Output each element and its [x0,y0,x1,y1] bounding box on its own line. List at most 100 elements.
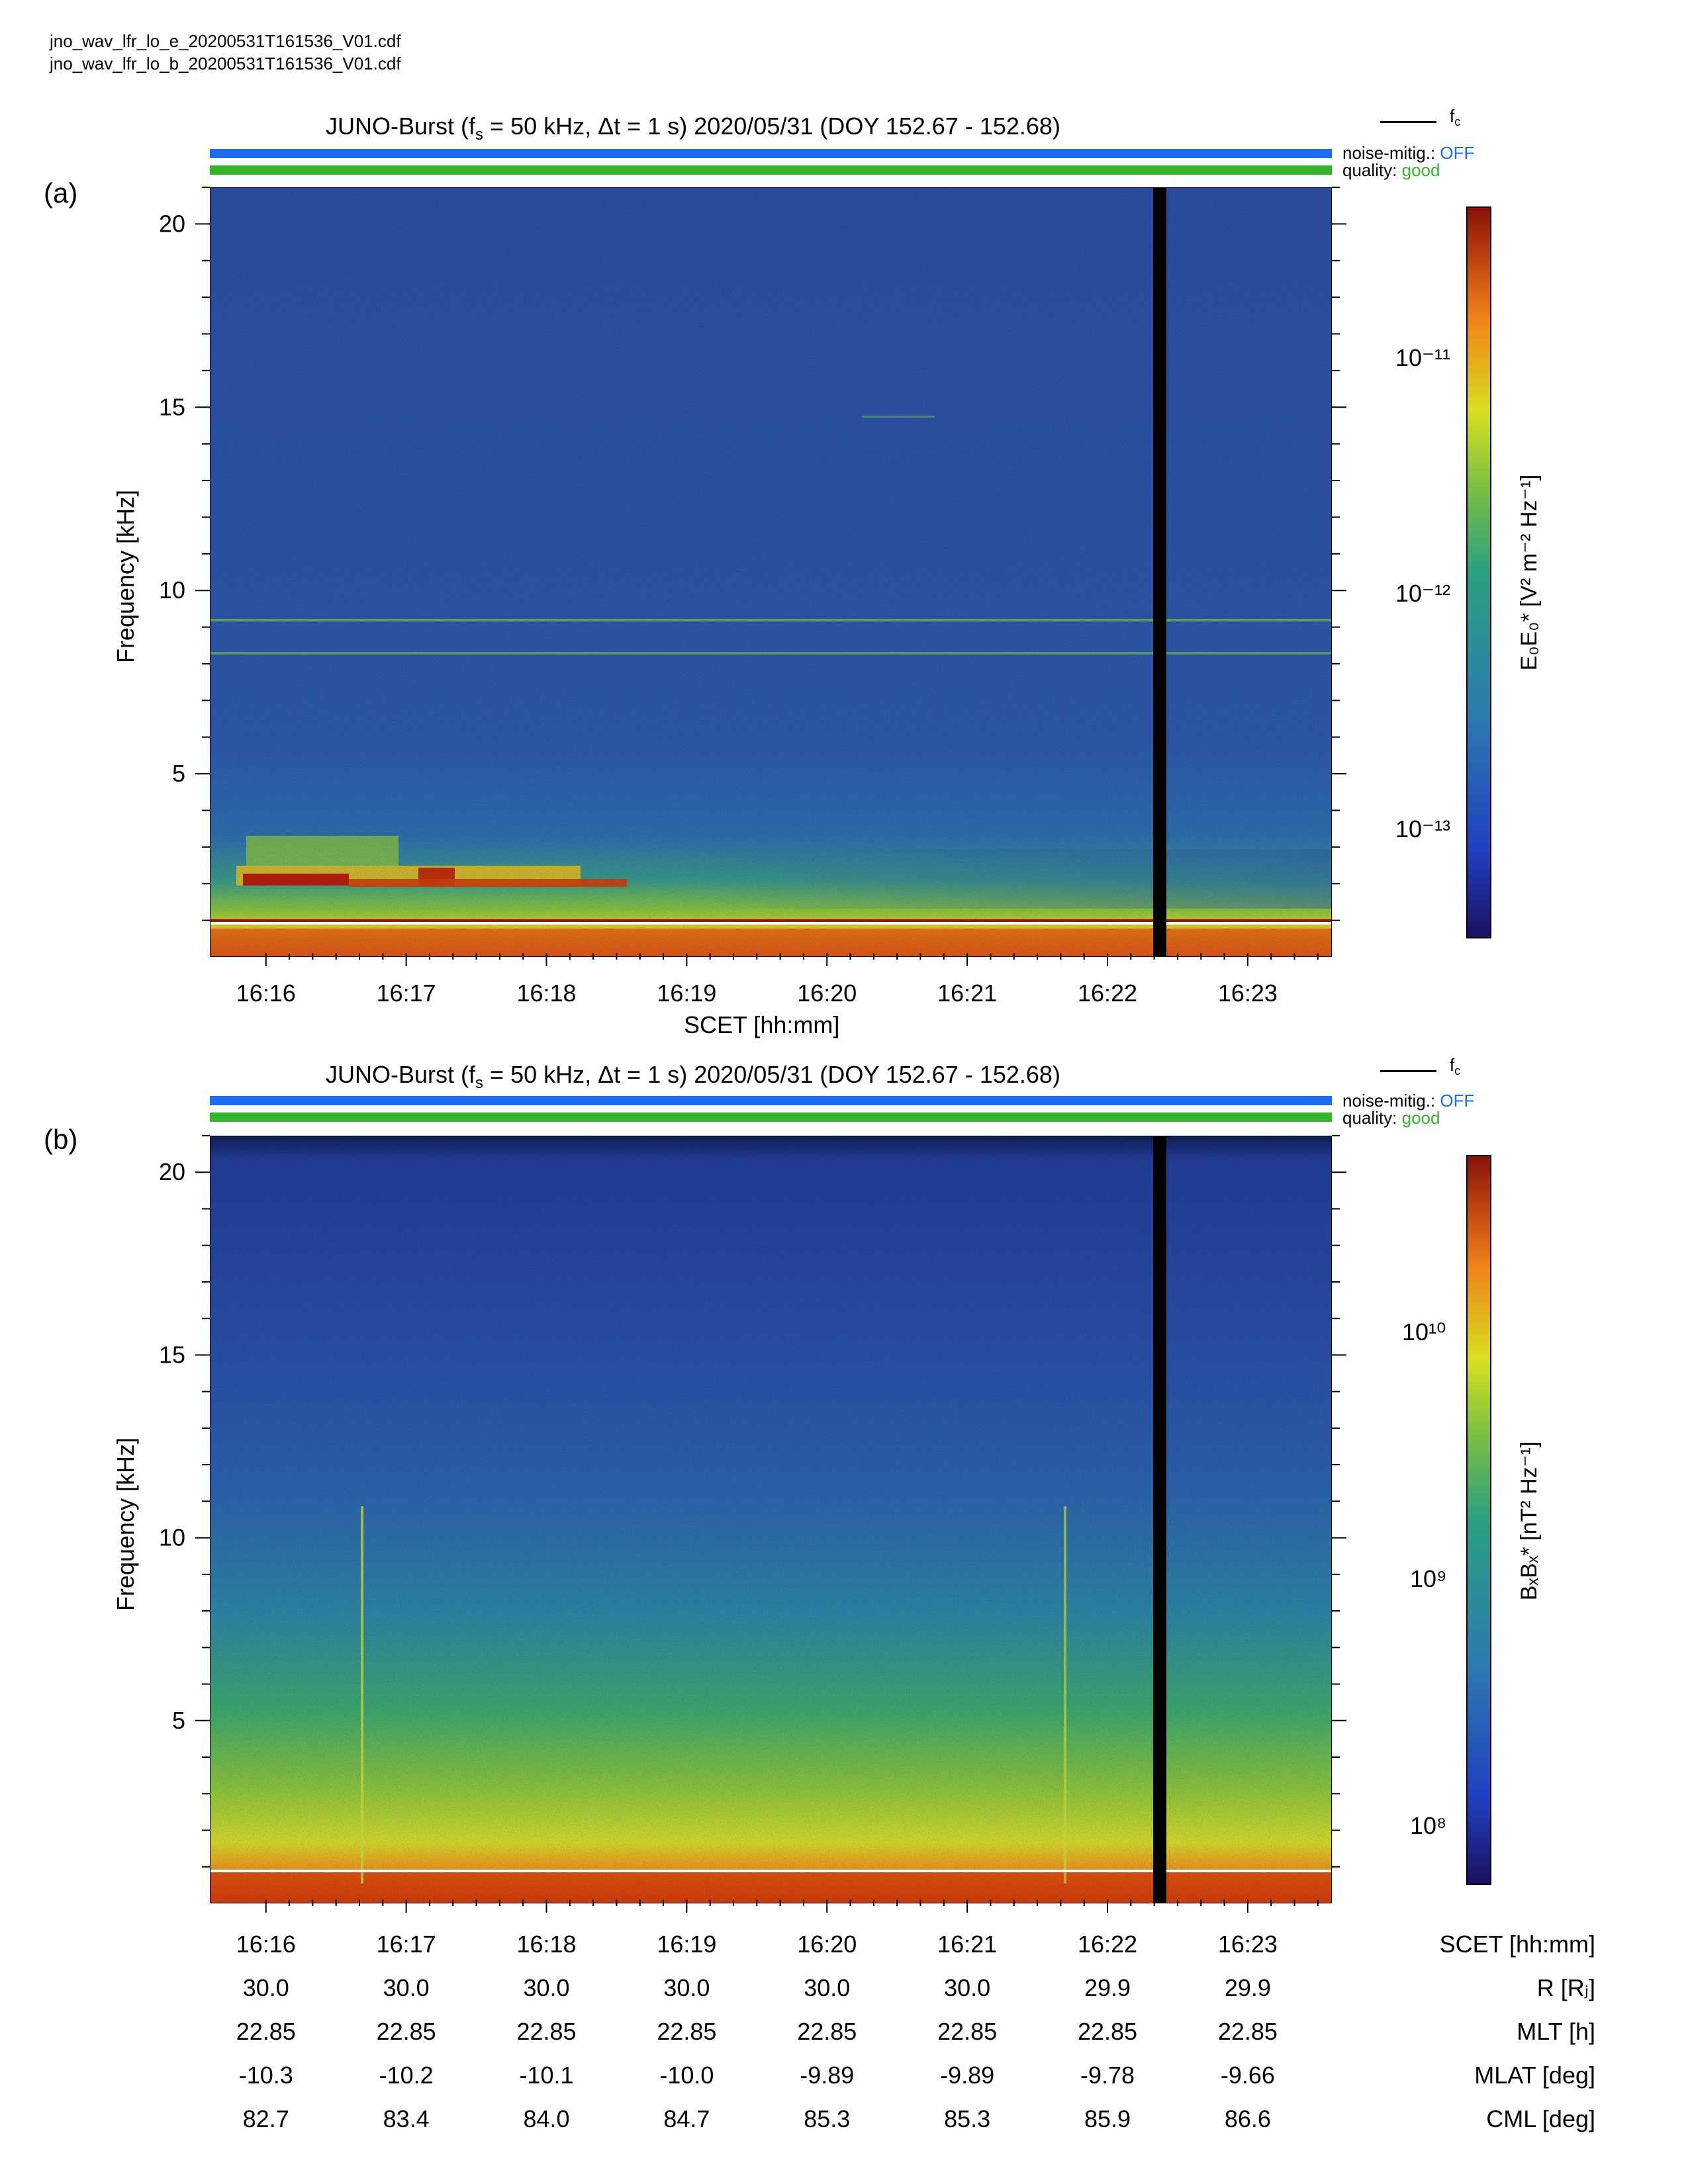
colorbar-b-tick-3: 10⁸ [1410,1812,1447,1839]
spectrogram-a [210,187,1332,957]
file-name-b: jno_wav_lfr_lo_b_20200531T161536_V01.cdf [50,54,401,73]
quality-bar-a [210,165,1332,175]
ephemeris-row-mlat: -10.3 -10.2 -10.1 -10.0 -9.89 -9.89 -9.78 -9.66 [210,2062,1332,2091]
ephemeris-label-cml: CML [deg] [1486,2105,1595,2132]
scet-cell: 16:20 [797,1931,857,1958]
y-tick-label: 15 [159,1341,185,1368]
panel-letter-b: (b) [44,1124,78,1155]
scet-cell: 16:23 [1217,1931,1278,1958]
r-cell: 30.0 [523,1974,570,2001]
cml-cell: 83.4 [383,2105,430,2132]
x-axis-ticks-a [265,953,1319,966]
ephemeris-row-scet: 16:16 16:17 16:18 16:19 16:20 16:21 16:22 16:23 [210,1931,1332,1960]
scet-cell: 16:17 [376,1931,436,1958]
x-tick-label: 16:16 [236,979,296,1007]
scet-cell: 16:22 [1077,1931,1138,1958]
fc-legend-label-b: fc [1450,1055,1461,1078]
x-tick-label: 16:22 [1077,979,1138,1007]
noise-status-a: noise-mitig.: OFF [1342,143,1475,163]
r-cell: 29.9 [1224,1974,1271,2001]
colorbar-b-tick-2: 10⁹ [1410,1565,1447,1592]
fc-line-b [210,1870,1332,1872]
scet-cell: 16:16 [236,1931,296,1958]
colorbar-a [1466,206,1491,938]
x-tick-label: 16:23 [1217,979,1278,1007]
ephemeris-label-r: R [Rⱼ] [1536,1974,1595,2001]
ephemeris-label-scet: SCET [hh:mm] [1439,1931,1595,1958]
y-tick-label: 5 [172,1707,185,1734]
ephemeris-row-mlt: 22.85 22.85 22.85 22.85 22.85 22.85 22.85 22.85 [210,2018,1332,2048]
cml-cell: 82.7 [242,2105,289,2132]
fc-line-a [210,922,1332,925]
r-cell: 30.0 [242,1974,289,2001]
mlat-cell: -9.89 [940,2062,995,2089]
noise-mitigation-bar-b [210,1096,1332,1105]
y-axis-label-b: Frequency [kHz] [112,1437,139,1612]
ephemeris-label-mlt: MLT [h] [1517,2018,1595,2045]
r-cell: 30.0 [944,1974,991,2001]
cml-cell: 85.3 [804,2105,851,2132]
colorbar-a-tick-3: 10⁻¹³ [1395,815,1451,842]
data-gap-a [1153,187,1166,957]
mlat-cell: -10.0 [659,2062,714,2089]
scet-cell: 16:18 [516,1931,577,1958]
mlt-cell: 22.85 [937,2018,998,2045]
mlt-cell: 22.85 [376,2018,436,2045]
y-axis-right-b [1332,1135,1346,1868]
y-axis-label-a: Frequency [kHz] [112,489,139,664]
noise-status-b: noise-mitig.: OFF [1342,1091,1475,1111]
quality-status-a: quality: good [1342,160,1440,180]
colorbar-b-label: BₓBₓ* [nT² Hz⁻¹] [1517,1441,1542,1601]
x-axis-label-a: SCET [hh:mm] [684,1011,840,1038]
x-tick-label: 16:19 [657,979,717,1007]
ephemeris-label-mlat: MLAT [deg] [1474,2062,1595,2089]
ephemeris-row-r: 30.0 30.0 30.0 30.0 30.0 30.0 29.9 29.9 [210,1974,1332,2004]
panel-b-title: JUNO-Burst (fs = 50 kHz, Δt = 1 s) 2020/… [326,1061,1060,1093]
r-cell: 29.9 [1084,1974,1131,2001]
noise-mitigation-bar-a [210,149,1332,158]
y-tick-label: 5 [172,760,185,787]
file-name-e: jno_wav_lfr_lo_e_20200531T161536_V01.cdf [50,31,401,51]
y-axis-a: 5 10 15 20 [159,187,210,921]
mlat-cell: -10.1 [519,2062,574,2089]
mlt-cell: 22.85 [657,2018,717,2045]
y-axis-b: 5 10 15 20 [159,1135,210,1868]
cml-cell: 84.7 [663,2105,710,2132]
mlt-cell: 22.85 [516,2018,577,2045]
mlt-cell: 22.85 [236,2018,296,2045]
x-tick-label: 16:21 [937,979,998,1007]
spectrogram-b [210,1136,1332,1903]
colorbar-a-tick-2: 10⁻¹² [1395,580,1451,607]
fc-legend-label-a: fc [1450,106,1461,129]
mlt-cell: 22.85 [797,2018,857,2045]
y-axis-right-a [1332,187,1346,921]
colorbar-a-tick-1: 10⁻¹¹ [1395,344,1451,371]
ephemeris-row-cml: 82.7 83.4 84.0 84.7 85.3 85.3 85.9 86.6 [210,2105,1332,2135]
cml-cell: 84.0 [523,2105,570,2132]
y-tick-label: 20 [159,210,185,237]
mlat-cell: -9.66 [1220,2062,1275,2089]
mlat-cell: -10.2 [379,2062,434,2089]
x-tick-label: 16:18 [516,979,577,1007]
colorbar-b [1466,1155,1491,1885]
r-cell: 30.0 [383,1974,430,2001]
panel-letter-a: (a) [44,177,78,208]
x-axis-labels-a: 16:16 16:17 16:18 16:19 16:20 16:21 16:22 16:23 [210,979,1332,1009]
scet-cell: 16:21 [937,1931,998,1958]
mlat-cell: -9.78 [1080,2062,1135,2089]
cml-cell: 85.3 [944,2105,991,2132]
colorbar-a-label: E₀E₀* [V² m⁻² Hz⁻¹] [1517,474,1542,671]
y-tick-label: 15 [159,393,185,420]
fc-legend-line-a [1380,121,1436,123]
y-tick-label: 10 [159,1524,185,1551]
data-gap-b [1153,1136,1166,1903]
r-cell: 30.0 [663,1974,710,2001]
mlt-cell: 22.85 [1217,2018,1278,2045]
x-tick-label: 16:17 [376,979,436,1007]
scet-cell: 16:19 [657,1931,717,1958]
y-tick-label: 10 [159,576,185,604]
panel-a-title: JUNO-Burst (fs = 50 kHz, Δt = 1 s) 2020/… [326,113,1060,144]
r-cell: 30.0 [804,1974,851,2001]
mlt-cell: 22.85 [1077,2018,1138,2045]
colorbar-b-tick-1: 10¹⁰ [1402,1318,1446,1345]
